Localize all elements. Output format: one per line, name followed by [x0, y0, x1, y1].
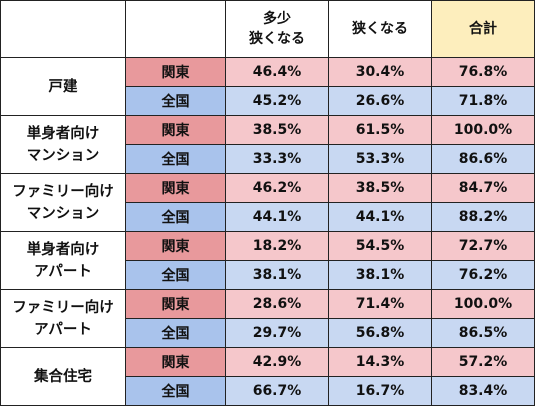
table-row: ファミリー向け アパート 関東 28.6% 71.4% 100.0% — [0, 289, 535, 348]
region-cell: 全国 — [125, 260, 226, 290]
region-cell: 全国 — [125, 318, 226, 348]
narrow-value-cell: 71.4% — [328, 289, 432, 319]
somewhat-value-cell: 28.6% — [225, 289, 329, 319]
narrow-value-cell: 54.5% — [328, 231, 432, 261]
total-value-cell: 71.8% — [431, 86, 535, 116]
narrow-value-cell: 44.1% — [328, 202, 432, 232]
category-cell: ファミリー向け アパート — [0, 289, 126, 348]
narrow-value-cell: 53.3% — [328, 144, 432, 174]
somewhat-value-cell: 38.5% — [225, 115, 329, 145]
header-region-cell — [125, 0, 226, 58]
header-narrower: 狭くなる — [328, 0, 432, 58]
total-value-cell: 76.8% — [431, 57, 535, 87]
category-cell: ファミリー向け マンション — [0, 173, 126, 232]
header-corner-cell — [0, 0, 126, 58]
total-value-cell: 83.4% — [431, 376, 535, 406]
category-cell: 単身者向け アパート — [0, 231, 126, 290]
total-value-cell: 57.2% — [431, 347, 535, 377]
somewhat-value-cell: 46.2% — [225, 173, 329, 203]
header-somewhat-narrower: 多少 狭くなる — [225, 0, 329, 58]
narrow-value-cell: 26.6% — [328, 86, 432, 116]
total-value-cell: 86.6% — [431, 144, 535, 174]
somewhat-value-cell: 46.4% — [225, 57, 329, 87]
category-cell: 戸建 — [0, 57, 126, 116]
category-label: 単身者向け — [26, 241, 100, 258]
total-value-cell: 100.0% — [431, 115, 535, 145]
category-cell: 単身者向けマンション — [0, 115, 126, 174]
somewhat-value-cell: 44.1% — [225, 202, 329, 232]
total-value-cell: 72.7% — [431, 231, 535, 261]
narrow-value-cell: 16.7% — [328, 376, 432, 406]
region-cell: 関東 — [125, 231, 226, 261]
region-cell: 関東 — [125, 289, 226, 319]
header-somewhat-line2: 狭くなる — [249, 31, 305, 47]
region-cell: 全国 — [125, 376, 226, 406]
narrow-value-cell: 14.3% — [328, 347, 432, 377]
table-row: 単身者向け マンション 関東 38.5% 61.5% 100.0% — [0, 115, 535, 174]
narrow-value-cell: 61.5% — [328, 115, 432, 145]
somewhat-value-cell: 18.2% — [225, 231, 329, 261]
region-cell: 全国 — [125, 144, 226, 174]
table-row: 全国 66.7% 16.7% 83.4% — [1, 376, 535, 406]
narrow-value-cell: 56.8% — [328, 318, 432, 348]
total-value-cell: 84.7% — [431, 173, 535, 203]
somewhat-value-cell: 29.7% — [225, 318, 329, 348]
region-cell: 関東 — [125, 347, 226, 377]
category-label: マンション — [26, 147, 100, 164]
header-total: 合計 — [431, 0, 535, 58]
total-value-cell: 88.2% — [431, 202, 535, 232]
category-label: マンション — [26, 205, 100, 222]
category-label: ファミリー向け — [12, 183, 114, 200]
table-row: ファミリー向け マンション 関東 46.2% 38.5% 84.7% — [0, 173, 535, 232]
table-row: 集合住宅 関東 42.9% 14.3% 57.2% — [0, 347, 535, 406]
category-label: アパート — [34, 263, 92, 280]
category-label: 集合住宅 — [34, 368, 92, 385]
total-value-cell: 86.5% — [431, 318, 535, 348]
somewhat-value-cell: 45.2% — [225, 86, 329, 116]
category-label: アパート — [34, 321, 92, 338]
narrow-value-cell: 38.5% — [328, 173, 432, 203]
category-label: 戸建 — [48, 78, 78, 95]
somewhat-value-cell: 33.3% — [225, 144, 329, 174]
header-row: 多少 狭くなる 狭くなる 合計 — [0, 0, 535, 58]
narrow-value-cell: 38.1% — [328, 260, 432, 290]
table-row: 全国 33.3% 53.3% 86.6% — [1, 144, 535, 174]
region-cell: 関東 — [125, 173, 226, 203]
region-cell: 全国 — [125, 86, 226, 116]
table-row: 全国 45.2% 26.6% 71.8% — [1, 86, 535, 116]
table-row: 戸建 関東 46.4% 30.4% 76.8% — [0, 57, 535, 116]
total-value-cell: 76.2% — [431, 260, 535, 290]
category-label: 単身者向け — [26, 125, 100, 142]
region-cell: 関東 — [125, 57, 226, 87]
narrow-value-cell: 30.4% — [328, 57, 432, 87]
total-value-cell: 100.0% — [431, 289, 535, 319]
header-somewhat-line1: 多少 — [263, 11, 291, 27]
region-cell: 関東 — [125, 115, 226, 145]
table-row: 全国 44.1% 44.1% 88.2% — [1, 202, 535, 232]
category-label: ファミリー向け — [12, 299, 114, 316]
table-row: 全国 38.1% 38.1% 76.2% — [1, 260, 535, 290]
somewhat-value-cell: 66.7% — [225, 376, 329, 406]
somewhat-value-cell: 42.9% — [225, 347, 329, 377]
category-cell: 集合住宅 — [0, 347, 126, 406]
table-row: 単身者向け アパート 関東 18.2% 54.5% 72.7% — [0, 231, 535, 290]
table-body: 戸建 関東 46.4% 30.4% 76.8% 全国 45.2% 26.6% 71.8% 単身者向… — [0, 57, 535, 406]
region-cell: 全国 — [125, 202, 226, 232]
somewhat-value-cell: 38.1% — [225, 260, 329, 290]
